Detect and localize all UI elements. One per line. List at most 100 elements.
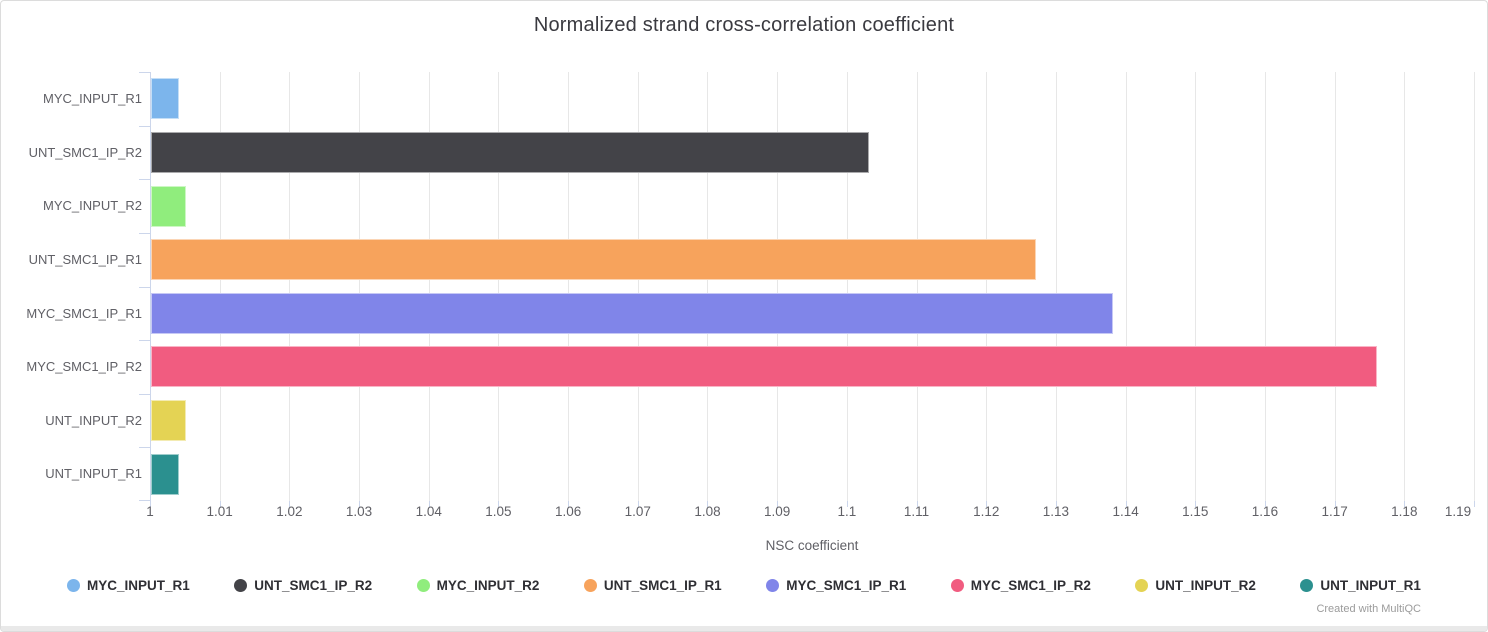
- gridline: [637, 72, 639, 501]
- gridline: [846, 72, 848, 501]
- x-axis-tick: [150, 501, 151, 507]
- gridline: [219, 72, 221, 501]
- x-axis-tick: [1404, 501, 1406, 507]
- x-tick-label: 1.07: [624, 504, 651, 519]
- y-axis-tick: [139, 340, 150, 342]
- legend-label: MYC_INPUT_R2: [436, 578, 540, 593]
- category-label: UNT_SMC1_IP_R2: [28, 144, 142, 160]
- x-axis-tick: [359, 501, 361, 507]
- legend-label: MYC_INPUT_R1: [87, 578, 190, 593]
- x-tick-label: 1.11: [903, 504, 930, 519]
- bar[interactable]: [151, 239, 1036, 281]
- y-axis-labels: MYC_INPUT_R1 UNT_SMC1_IP_R2 MYC_INPUT_R2 UN…: [1, 72, 142, 501]
- gridline: [1125, 72, 1127, 501]
- legend-label: UNT_SMC1_IP_R2: [254, 578, 373, 593]
- x-axis-tick: [289, 501, 291, 507]
- bar[interactable]: [151, 453, 179, 495]
- x-tick-label: 1.03: [345, 504, 373, 519]
- x-tick-label: 1.12: [973, 504, 1000, 519]
- category-label: UNT_INPUT_R2: [45, 412, 142, 428]
- legend-item[interactable]: MYC_SMC1_IP_R1: [766, 578, 906, 593]
- x-tick-label: 1.19: [1444, 504, 1472, 519]
- bar[interactable]: [151, 185, 186, 227]
- x-axis-tick: [1195, 501, 1197, 507]
- x-tick-label: 1: [146, 504, 154, 519]
- bar[interactable]: [151, 346, 1378, 388]
- y-axis-tick: [139, 447, 150, 449]
- x-tick-label: 1.02: [276, 504, 303, 519]
- gridline: [777, 72, 779, 501]
- legend-label: UNT_INPUT_R1: [1320, 578, 1421, 593]
- x-tick-label: 1.08: [694, 504, 721, 519]
- x-axis-tick-labels: 1 1.01 1.02 1.03 1.04 1.05 1.06 1.07 1.08 1.09 1.1…: [146, 504, 1474, 524]
- gridline: [428, 72, 430, 501]
- x-axis-tick: [498, 501, 500, 507]
- category-label: MYC_INPUT_R1: [43, 91, 142, 106]
- legend: MYC_INPUT_R1 UNT_SMC1_IP_R2 MYC_INPUT_R2 UN…: [1, 578, 1487, 593]
- bar[interactable]: [151, 131, 869, 173]
- category-label: MYC_INPUT_R2: [43, 198, 142, 214]
- x-tick-label: 1.05: [485, 504, 512, 519]
- horizontal-scrollbar-track[interactable]: [1, 626, 1487, 631]
- legend-item[interactable]: UNT_INPUT_R1: [1300, 578, 1421, 593]
- gridline: [986, 72, 988, 501]
- bar[interactable]: [151, 292, 1113, 334]
- bar[interactable]: [151, 400, 186, 442]
- legend-item[interactable]: UNT_SMC1_IP_R1: [583, 578, 722, 593]
- legend-item[interactable]: UNT_SMC1_IP_R2: [234, 578, 372, 593]
- gridline: [289, 72, 291, 501]
- legend-label: MYC_SMC1_IP_R2: [970, 578, 1091, 593]
- x-tick-label: 1.09: [764, 504, 791, 519]
- gridline: [1055, 72, 1057, 501]
- x-axis-tick: [219, 501, 221, 507]
- x-axis-tick: [1125, 501, 1127, 507]
- gridline: [498, 72, 500, 501]
- gridline: [707, 72, 709, 501]
- legend-item[interactable]: UNT_INPUT_R2: [1135, 578, 1256, 593]
- category-label: UNT_INPUT_R1: [45, 466, 142, 482]
- gridline: [1404, 72, 1406, 501]
- gridline: [568, 72, 570, 501]
- gridline: [1334, 72, 1336, 501]
- gridline: [1474, 72, 1475, 501]
- gridline: [1195, 72, 1197, 501]
- x-tick-label: 1.14: [1112, 504, 1139, 519]
- multiqc-credit: Created with MultiQC: [1316, 603, 1421, 615]
- x-axis-tick: [846, 501, 848, 507]
- x-axis-tick: [637, 501, 639, 507]
- x-tick-label: 1.18: [1391, 504, 1418, 519]
- legend-label: UNT_SMC1_IP_R1: [603, 578, 722, 593]
- x-axis-title: NSC coefficient: [765, 538, 859, 553]
- x-axis-tick: [1334, 501, 1336, 507]
- x-tick-label: 1.06: [554, 504, 582, 519]
- gridline: [359, 72, 361, 501]
- legend-marker-icon: [583, 579, 597, 592]
- legend-marker-icon: [1300, 579, 1314, 592]
- legend-label: MYC_SMC1_IP_R1: [786, 578, 907, 593]
- x-axis-tick: [707, 501, 709, 507]
- x-tick-label: 1.15: [1182, 504, 1209, 519]
- x-tick-label: 1.04: [415, 504, 442, 519]
- y-axis-tick: [139, 179, 150, 181]
- x-tick-label: 1.16: [1251, 504, 1279, 519]
- y-axis-tick: [139, 232, 150, 234]
- y-axis-tick: [139, 286, 150, 288]
- y-axis-line: [150, 72, 151, 501]
- x-axis-tick: [1474, 501, 1475, 507]
- x-axis-tick: [986, 501, 988, 507]
- legend-marker-icon: [766, 579, 780, 592]
- x-tick-label: 1.17: [1321, 504, 1348, 519]
- x-axis-tick: [916, 501, 918, 507]
- legend-item[interactable]: MYC_INPUT_R1: [67, 578, 190, 593]
- bar[interactable]: [151, 78, 179, 120]
- legend-marker-icon: [67, 579, 80, 592]
- legend-item[interactable]: MYC_INPUT_R2: [416, 578, 540, 593]
- x-axis-tick: [568, 501, 570, 507]
- category-label: MYC_SMC1_IP_R1: [26, 305, 142, 321]
- legend-marker-icon: [234, 579, 248, 592]
- x-tick-label: 1.01: [206, 504, 233, 519]
- y-axis-tick: [139, 72, 150, 73]
- legend-label: UNT_INPUT_R2: [1155, 578, 1256, 593]
- legend-item[interactable]: MYC_SMC1_IP_R2: [950, 578, 1091, 593]
